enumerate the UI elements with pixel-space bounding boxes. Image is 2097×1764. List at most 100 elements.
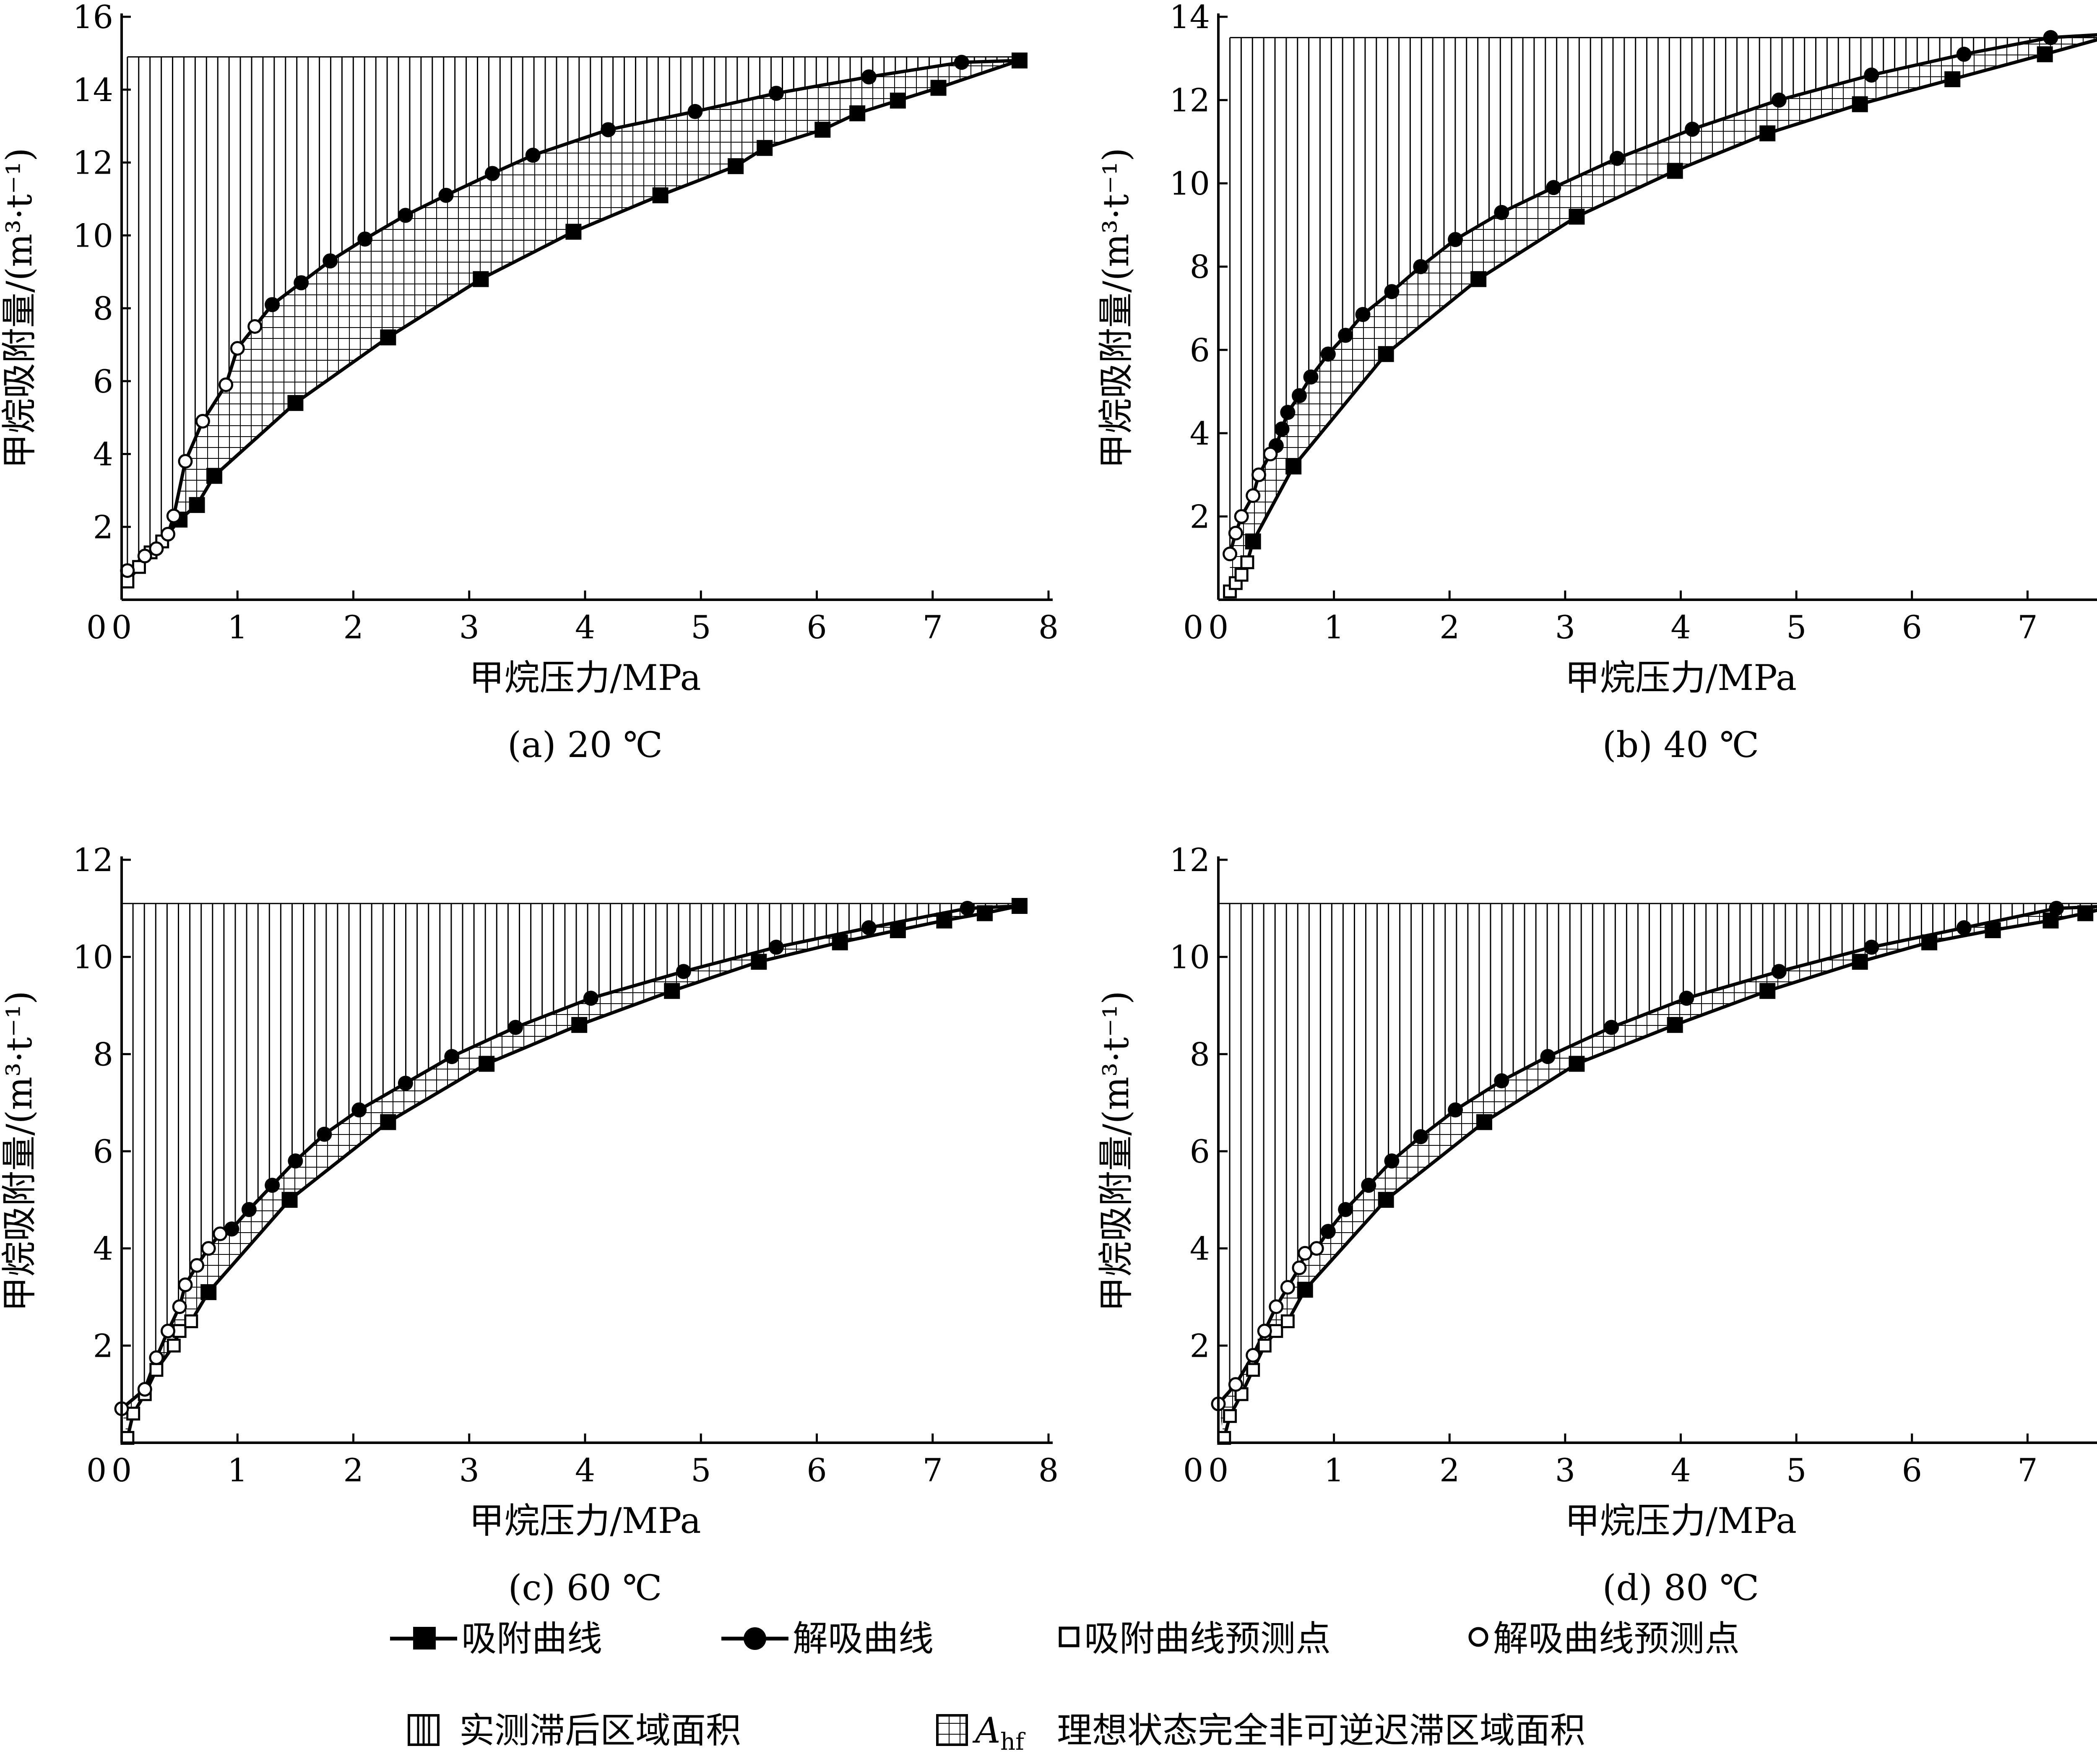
desorption-point xyxy=(1291,388,1307,403)
desorption-pred-point xyxy=(1251,467,1266,482)
y-tick-label: 6 xyxy=(93,363,113,400)
desorption-point xyxy=(1685,122,1700,137)
y-tick-label: 10 xyxy=(1169,939,1210,976)
x-tick-label: 0 xyxy=(112,1452,132,1489)
desorption-point xyxy=(1361,1178,1376,1193)
desorption-point xyxy=(351,1102,367,1118)
adsorption-pred-point xyxy=(126,1407,140,1421)
x-tick-label: 0 xyxy=(112,609,132,646)
adsorption-point xyxy=(571,1017,588,1033)
adsorption-point xyxy=(287,395,304,411)
desorption-point xyxy=(485,166,500,181)
adsorption-point xyxy=(728,158,744,174)
legend-ideal-symbol: A xyxy=(972,1710,1001,1751)
desorption-pred-point xyxy=(247,319,263,334)
x-axis-title: 甲烷压力/MPa xyxy=(469,1500,701,1541)
desorption-pred-point xyxy=(172,1299,187,1314)
x-tick-label: 7 xyxy=(2017,609,2037,646)
desorption-point xyxy=(1448,1102,1463,1118)
legend-adsorption-label: 吸附曲线 xyxy=(461,1618,602,1659)
desorption-point xyxy=(323,253,338,269)
adsorption-point xyxy=(814,122,831,138)
legend-measured-area-label: 实测滞后区域面积 xyxy=(459,1710,741,1751)
desorption-point xyxy=(357,231,373,247)
x-tick-label: 6 xyxy=(807,609,827,646)
desorption-pred-point xyxy=(1292,1260,1307,1275)
x-tick-label: 4 xyxy=(575,609,595,646)
desorption-point xyxy=(1320,1224,1336,1239)
ideal-hysteresis-area xyxy=(1229,37,2042,554)
adsorption-pred-point xyxy=(1246,1363,1260,1377)
desorption-pred-point xyxy=(1234,509,1249,524)
desorption-point xyxy=(525,148,541,163)
y-tick-label: 4 xyxy=(93,436,113,473)
desorption-point xyxy=(1540,1049,1556,1064)
adsorption-point xyxy=(1245,533,1261,549)
x-tick-label: 7 xyxy=(923,609,943,646)
adsorption-point xyxy=(1759,125,1776,141)
desorption-point xyxy=(1413,259,1428,274)
desorption-pred-point xyxy=(149,1350,164,1365)
y-tick-label: 4 xyxy=(1190,415,1210,452)
desorption-point xyxy=(265,297,280,312)
adsorption-point xyxy=(1985,922,2001,938)
y-axis-title: 甲烷吸附量/(m³·t⁻¹) xyxy=(1095,148,1137,469)
adsorption-point xyxy=(849,105,866,122)
ideal-hysteresis-area xyxy=(1218,903,2092,1404)
desorption-point xyxy=(1864,68,1879,83)
x-tick-label: 0 xyxy=(1208,609,1228,646)
desorption-point xyxy=(2043,30,2058,45)
adsorption-point xyxy=(2077,905,2094,921)
desorption-point xyxy=(398,1075,413,1091)
chart-panel-3: 0 1 2 3 4 5 6 7 8246810120甲烷压力/MPa甲烷吸附量/(m³·t⁻¹)… xyxy=(0,841,1059,1608)
ideal-hysteresis-area xyxy=(121,903,1020,1409)
adsorption-point xyxy=(479,1056,495,1072)
chart-panel-1: 0 1 2 3 4 5 6 7 82468101214160甲烷压力/MPa甲烷吸附量/(m³·… xyxy=(0,0,1059,765)
desorption-pred-point xyxy=(137,549,152,564)
y-tick-label: 6 xyxy=(1190,1133,1210,1170)
y-tick-label: 6 xyxy=(93,1133,113,1170)
desorption-point xyxy=(1609,151,1625,166)
y-tick-label: 2 xyxy=(1190,498,1210,535)
y-axis-title: 甲烷吸附量/(m³·t⁻¹) xyxy=(1095,991,1137,1312)
panel-caption: (b) 40 ℃ xyxy=(1603,724,1759,765)
adsorption-pred-point xyxy=(1234,567,1249,582)
desorption-point xyxy=(398,208,413,223)
desorption-point xyxy=(241,1202,257,1217)
x-tick-label: 2 xyxy=(343,1452,363,1489)
desorption-point xyxy=(1012,898,1027,914)
x-tick-label: 2 xyxy=(1439,609,1460,646)
desorption-point xyxy=(1384,284,1400,299)
adsorption-point xyxy=(380,329,396,346)
adsorption-point xyxy=(473,271,489,287)
desorption-curve xyxy=(126,59,1020,572)
adsorption-point xyxy=(1285,458,1302,475)
desorption-point xyxy=(1338,328,1353,343)
y-tick-label: 12 xyxy=(73,841,113,879)
desorption-point xyxy=(960,900,975,916)
desorption-point xyxy=(1679,991,1694,1006)
desorption-pred-point xyxy=(1246,488,1261,503)
x-tick-label: 3 xyxy=(459,609,479,646)
adsorption-point xyxy=(890,922,906,938)
y-tick-label: 8 xyxy=(1190,248,1210,286)
desorption-point xyxy=(1771,92,1787,108)
y-tick-label: 12 xyxy=(73,144,113,182)
desorption-pred-point xyxy=(1223,546,1238,562)
adsorption-point xyxy=(1569,208,1585,225)
desorption-pred-point xyxy=(219,377,234,392)
x-tick-label: 7 xyxy=(2017,1452,2037,1489)
desorption-pred-point xyxy=(166,508,181,523)
y-tick-label: 4 xyxy=(93,1230,113,1267)
desorption-point xyxy=(508,1020,523,1035)
desorption-point xyxy=(1012,53,1027,68)
legend-ideal-area-label: 理想状态完全非可逆迟滞区域面积 xyxy=(1057,1710,1585,1751)
desorption-pred-point xyxy=(137,1382,152,1397)
adsorption-pred-point xyxy=(184,1314,198,1328)
desorption-curve xyxy=(120,904,1020,1410)
adsorption-point xyxy=(1470,271,1487,287)
desorption-pred-point xyxy=(178,454,193,469)
desorption-point xyxy=(1384,1153,1400,1169)
adsorption-point xyxy=(1297,1282,1313,1298)
desorption-pred-point xyxy=(1280,1280,1295,1295)
